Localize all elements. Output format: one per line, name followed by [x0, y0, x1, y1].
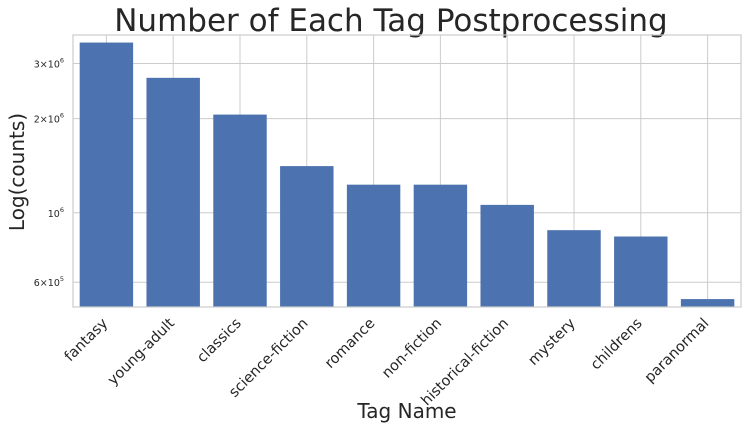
- y-tick-exponent: 6: [60, 206, 64, 214]
- y-tick-mantissa: 6×10: [34, 278, 60, 289]
- y-tick-mantissa: 3×10: [34, 60, 60, 71]
- x-tick-label: young-adult: [105, 315, 178, 388]
- y-tick-exponent: 6: [60, 57, 64, 65]
- y-tick-mantissa: 10: [48, 209, 60, 220]
- x-tick-label: childrens: [588, 316, 646, 374]
- bar-fantasy: [79, 42, 134, 307]
- chart-title: Number of Each Tag Postprocessing: [114, 3, 668, 39]
- y-tick-label: 3×106: [34, 57, 64, 71]
- y-tick-label: 106: [48, 206, 64, 220]
- bar-historical-fiction: [480, 204, 534, 307]
- bar-romance: [346, 184, 401, 307]
- bar-classics: [213, 114, 267, 307]
- bars: [79, 42, 735, 307]
- bar-paranormal: [680, 299, 735, 307]
- x-tick-label: classics: [194, 316, 245, 367]
- x-tick-label: fantasy: [62, 315, 112, 365]
- bar-mystery: [547, 230, 601, 307]
- bar-non-fiction: [413, 184, 468, 307]
- bar-childrens: [614, 236, 668, 307]
- x-tick-label: paranormal: [642, 316, 713, 387]
- y-tick-label: 2×106: [34, 112, 64, 126]
- bar-young-adult: [146, 77, 200, 307]
- plot-frame: [72, 34, 742, 308]
- y-tick-mantissa: 2×10: [34, 115, 60, 126]
- x-tick-label: mystery: [525, 315, 579, 369]
- x-tick-label: non-fiction: [379, 316, 445, 382]
- y-tick-exponent: 5: [60, 275, 64, 283]
- y-tick-exponent: 6: [60, 112, 64, 120]
- x-tick-label: romance: [322, 315, 378, 371]
- bar-science-fiction: [280, 166, 334, 307]
- y-axis-label: Log(counts): [5, 113, 29, 231]
- y-tick-label: 6×105: [34, 275, 64, 289]
- x-axis-label: Tag Name: [356, 399, 456, 423]
